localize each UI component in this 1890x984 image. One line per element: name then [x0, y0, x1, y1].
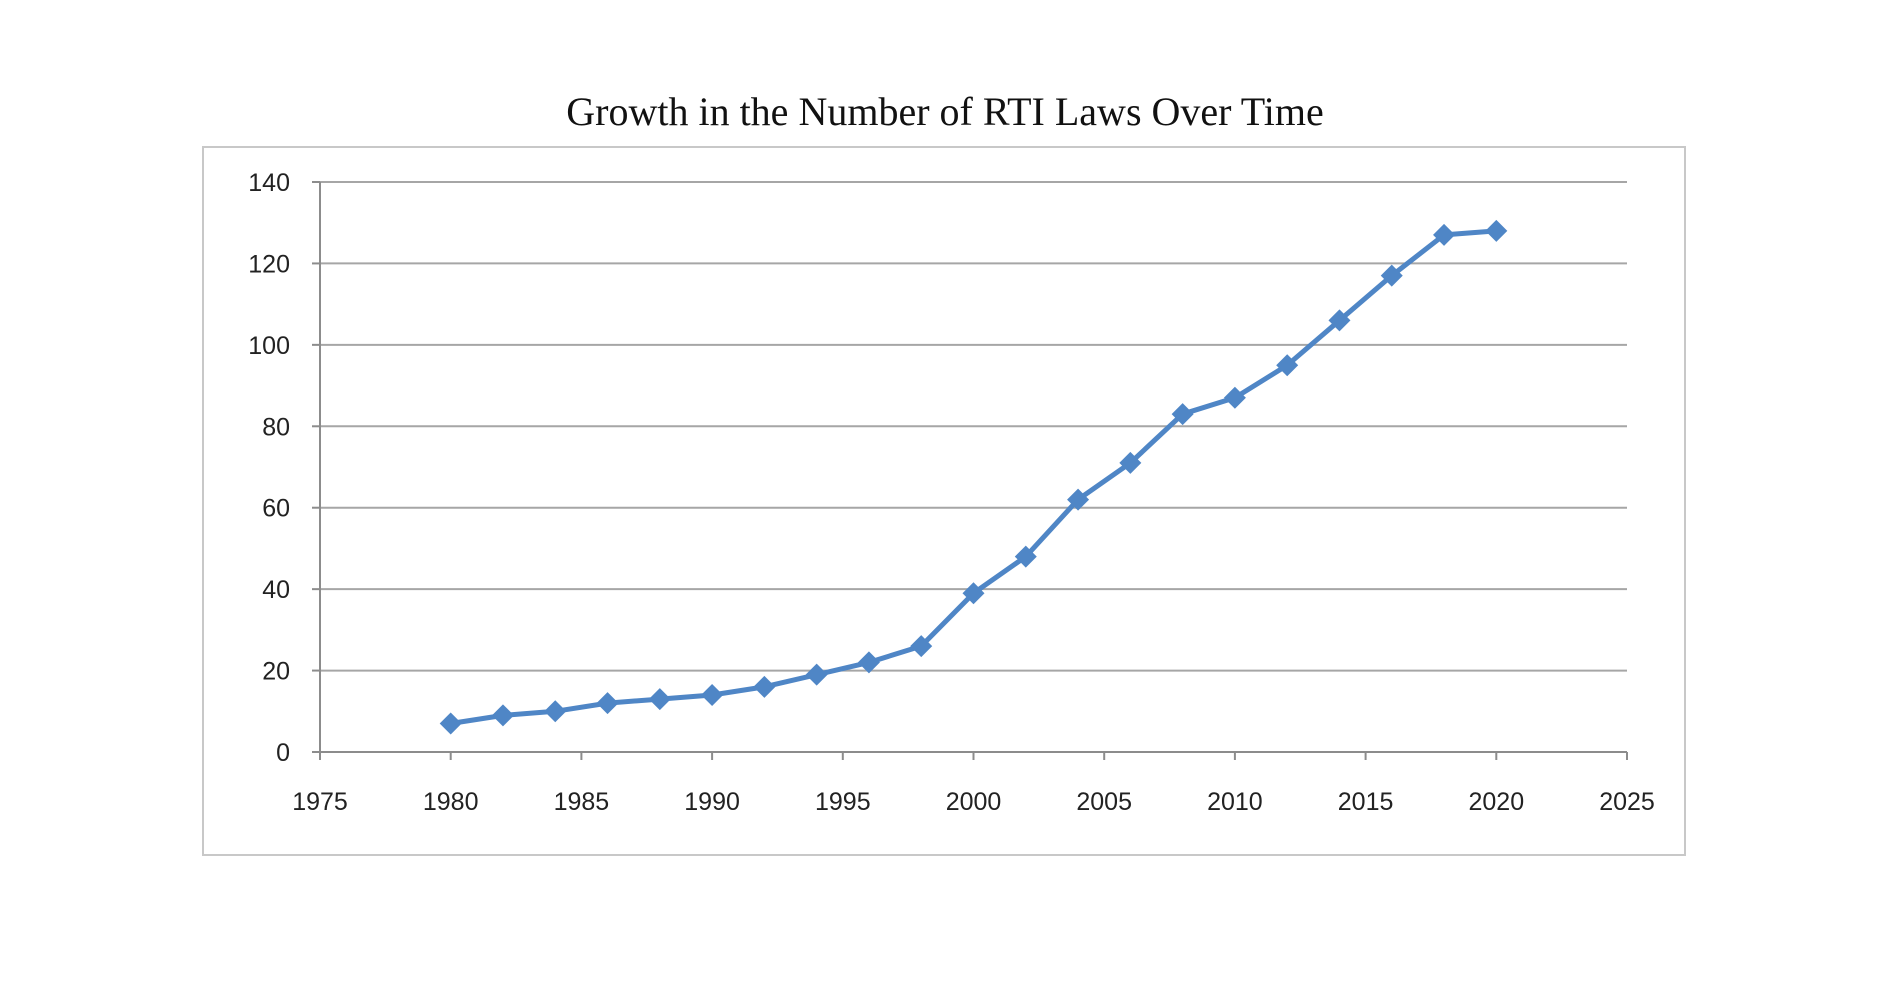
tick-labels: 0 20 40 60 80 100 120 140 1975 1980 1985 1990 1995 20…: [248, 169, 1655, 816]
x-tick-label: 1990: [684, 788, 740, 816]
y-tick-label: 60: [262, 495, 290, 523]
data-point-marker: [1276, 354, 1299, 377]
x-tick-label: 1975: [292, 788, 348, 816]
y-tick-label: 20: [262, 658, 290, 686]
data-point-marker: [1067, 488, 1090, 511]
x-tick-label: 2000: [946, 788, 1002, 816]
y-tick-label: 100: [248, 332, 290, 360]
y-tick-label: 0: [276, 739, 290, 767]
y-tick-label: 40: [262, 576, 290, 604]
data-point-marker: [648, 688, 671, 711]
y-tick-label: 120: [248, 250, 290, 278]
data-point-marker: [962, 582, 985, 605]
x-tick-label: 2015: [1338, 788, 1394, 816]
x-tick-label: 2010: [1207, 788, 1263, 816]
data-point-marker: [1380, 264, 1403, 287]
data-point-marker: [910, 635, 933, 658]
data-point-marker: [753, 675, 776, 698]
data-point-marker: [1119, 451, 1142, 474]
chart-title: Growth in the Number of RTI Laws Over Ti…: [566, 89, 1324, 134]
x-tick-label: 1980: [423, 788, 479, 816]
data-point-marker: [491, 704, 514, 727]
data-point-marker: [805, 663, 828, 686]
data-point-marker: [1485, 219, 1508, 242]
series-line: [448, 228, 1499, 726]
series: [439, 219, 1508, 735]
data-point-marker: [1433, 223, 1456, 246]
data-point-marker: [1328, 309, 1351, 332]
data-point-marker: [857, 651, 880, 674]
y-tick-label: 80: [262, 413, 290, 441]
data-point-marker: [439, 712, 462, 735]
x-tick-label: 2020: [1468, 788, 1524, 816]
axes: [312, 181, 1628, 760]
data-point-marker: [1223, 386, 1246, 409]
x-tick-label: 1985: [554, 788, 610, 816]
data-point-marker: [1014, 545, 1037, 568]
data-point-marker: [1171, 403, 1194, 426]
x-tick-label: 2005: [1076, 788, 1132, 816]
data-point-marker: [596, 692, 619, 715]
data-point-marker: [701, 684, 724, 706]
y-tick-label: 140: [248, 169, 290, 197]
x-tick-label: 1995: [815, 788, 871, 816]
data-point-marker: [544, 700, 567, 723]
x-tick-label: 2025: [1599, 788, 1655, 816]
